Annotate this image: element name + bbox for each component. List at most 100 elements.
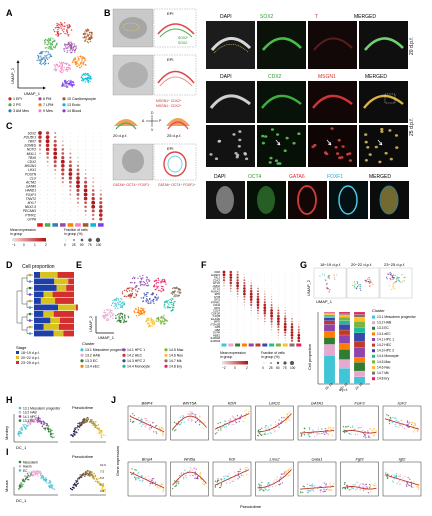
umap-point	[84, 59, 87, 61]
dot	[270, 323, 273, 326]
legend-swatch	[18, 419, 22, 422]
umap-point	[150, 317, 153, 319]
tick-label: 0.0	[100, 489, 105, 493]
umap-point	[51, 44, 53, 46]
stacked-bar-segment	[323, 313, 336, 315]
umap-point	[166, 302, 169, 304]
umap-point	[174, 294, 177, 296]
cell-point	[364, 484, 366, 486]
umap-point	[70, 45, 72, 47]
umap-point	[327, 288, 329, 290]
umap-point	[148, 323, 150, 325]
cell-point	[321, 428, 323, 430]
pseudo-point	[73, 483, 76, 486]
dot	[39, 181, 41, 183]
umap-point	[106, 309, 108, 311]
umap-point	[134, 277, 136, 279]
pseudo-point	[73, 430, 75, 433]
dot	[270, 329, 273, 331]
dot	[77, 136, 79, 138]
nucleus	[276, 162, 280, 165]
cell-point	[38, 472, 40, 474]
dot	[243, 289, 246, 293]
cell-point	[357, 433, 359, 436]
dot	[291, 304, 293, 306]
cell-point	[364, 435, 367, 437]
dot	[39, 161, 41, 163]
umap-point	[151, 325, 153, 327]
cell-point	[356, 481, 359, 483]
dot	[249, 295, 253, 299]
e-cluster-title: Cluster	[82, 341, 95, 346]
axis-d-label: D	[151, 111, 154, 115]
stacked-bar-segment	[353, 370, 366, 377]
umap-point	[56, 26, 58, 29]
dot	[264, 323, 266, 325]
epi-layer-1	[157, 23, 195, 35]
umap-point	[162, 285, 164, 288]
dot	[298, 288, 300, 289]
dot	[46, 165, 49, 167]
gene-label: PECAM1	[23, 209, 36, 213]
cell-point	[214, 480, 217, 482]
dot	[54, 194, 56, 195]
umap-point	[147, 317, 149, 319]
dot	[38, 131, 42, 135]
cell-point	[350, 433, 352, 435]
dot	[46, 152, 50, 155]
cell-point	[418, 488, 420, 490]
legend-label: 14.1 HPC 1	[377, 337, 394, 341]
dot	[250, 312, 252, 314]
cell-point	[308, 490, 310, 492]
cell-point	[37, 418, 39, 420]
stacked-bar-segment	[323, 312, 336, 314]
trend-panel	[127, 405, 167, 441]
legend-swatch	[8, 97, 12, 101]
umap-point	[63, 84, 65, 86]
umap-point	[173, 307, 175, 309]
umap-point	[145, 301, 147, 303]
cell-point	[191, 412, 193, 415]
cell-point	[198, 424, 201, 426]
umap-point	[115, 315, 117, 317]
cell-point	[228, 473, 230, 475]
dot	[230, 293, 232, 295]
umap-point	[140, 278, 143, 280]
stacked-bar-segment	[58, 304, 76, 311]
umap-point	[74, 51, 76, 53]
dot	[84, 180, 88, 184]
cell-point	[404, 476, 406, 478]
dot	[53, 164, 57, 168]
cell-point	[326, 488, 329, 490]
dot	[223, 285, 225, 287]
cell-point	[156, 424, 158, 427]
cell-point	[22, 483, 24, 486]
dot	[85, 140, 87, 142]
dot	[264, 293, 266, 295]
umap-point	[135, 315, 138, 317]
umap-point	[161, 319, 163, 321]
dot	[100, 181, 102, 183]
trend-panel	[255, 461, 294, 497]
dot	[54, 218, 56, 220]
umap-point	[123, 295, 126, 298]
stacked-bar-segment	[338, 343, 351, 350]
umap-point	[402, 281, 404, 283]
umap-point	[140, 297, 142, 299]
pseudo-point	[79, 421, 81, 424]
umap-point	[120, 305, 123, 307]
cell-point	[300, 434, 303, 436]
umap-point	[75, 47, 78, 49]
pseudo-point	[83, 417, 85, 420]
cell-point	[41, 425, 44, 427]
umap-point	[124, 317, 126, 319]
umap-point	[89, 80, 91, 83]
dot	[237, 310, 238, 311]
stacked-bar-segment	[40, 298, 56, 304]
dot	[62, 140, 64, 142]
dot	[297, 328, 300, 331]
nucleus	[261, 141, 265, 145]
cell-point	[43, 423, 45, 425]
umap-point	[84, 72, 87, 75]
